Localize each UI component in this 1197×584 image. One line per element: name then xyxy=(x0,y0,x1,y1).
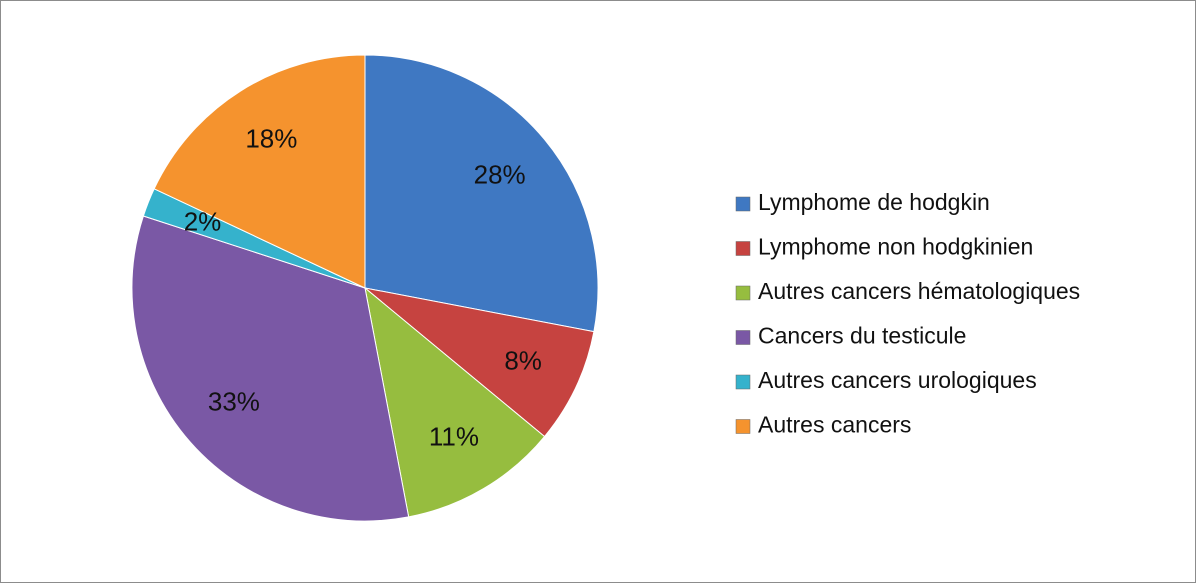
legend-label: Autres cancers hématologiques xyxy=(758,278,1080,304)
legend: Lymphome de hodgkin Lymphome non hodgkini… xyxy=(735,189,1080,438)
legend-swatch xyxy=(735,374,751,390)
legend-swatch xyxy=(735,285,751,301)
legend-swatch xyxy=(735,241,751,256)
legend-swatch xyxy=(735,330,751,345)
pie-slice xyxy=(364,286,546,518)
pie-slice xyxy=(153,54,366,289)
legend-label: Cancers du testicule xyxy=(758,323,966,349)
legend-swatch xyxy=(735,196,751,212)
pie-slice xyxy=(364,287,595,438)
data-labels: 28% 8% 11% 33% 2% 18% xyxy=(184,123,542,451)
data-label: 28% xyxy=(474,159,526,189)
legend-label: Autres cancers xyxy=(758,412,911,438)
legend-swatch xyxy=(735,419,751,434)
pie xyxy=(131,54,599,522)
legend-label: Lymphome non hodgkinien xyxy=(758,234,1033,260)
data-label: 11% xyxy=(429,421,479,451)
legend-label: Autres cancers urologiques xyxy=(758,367,1037,393)
pie-slice xyxy=(131,215,410,522)
data-label: 2% xyxy=(184,207,222,237)
legend-label: Lymphome de hodgkin xyxy=(758,189,990,215)
pie-slice xyxy=(364,54,599,333)
data-label: 18% xyxy=(245,123,297,153)
data-label: 33% xyxy=(208,386,260,416)
data-label: 8% xyxy=(504,345,542,375)
